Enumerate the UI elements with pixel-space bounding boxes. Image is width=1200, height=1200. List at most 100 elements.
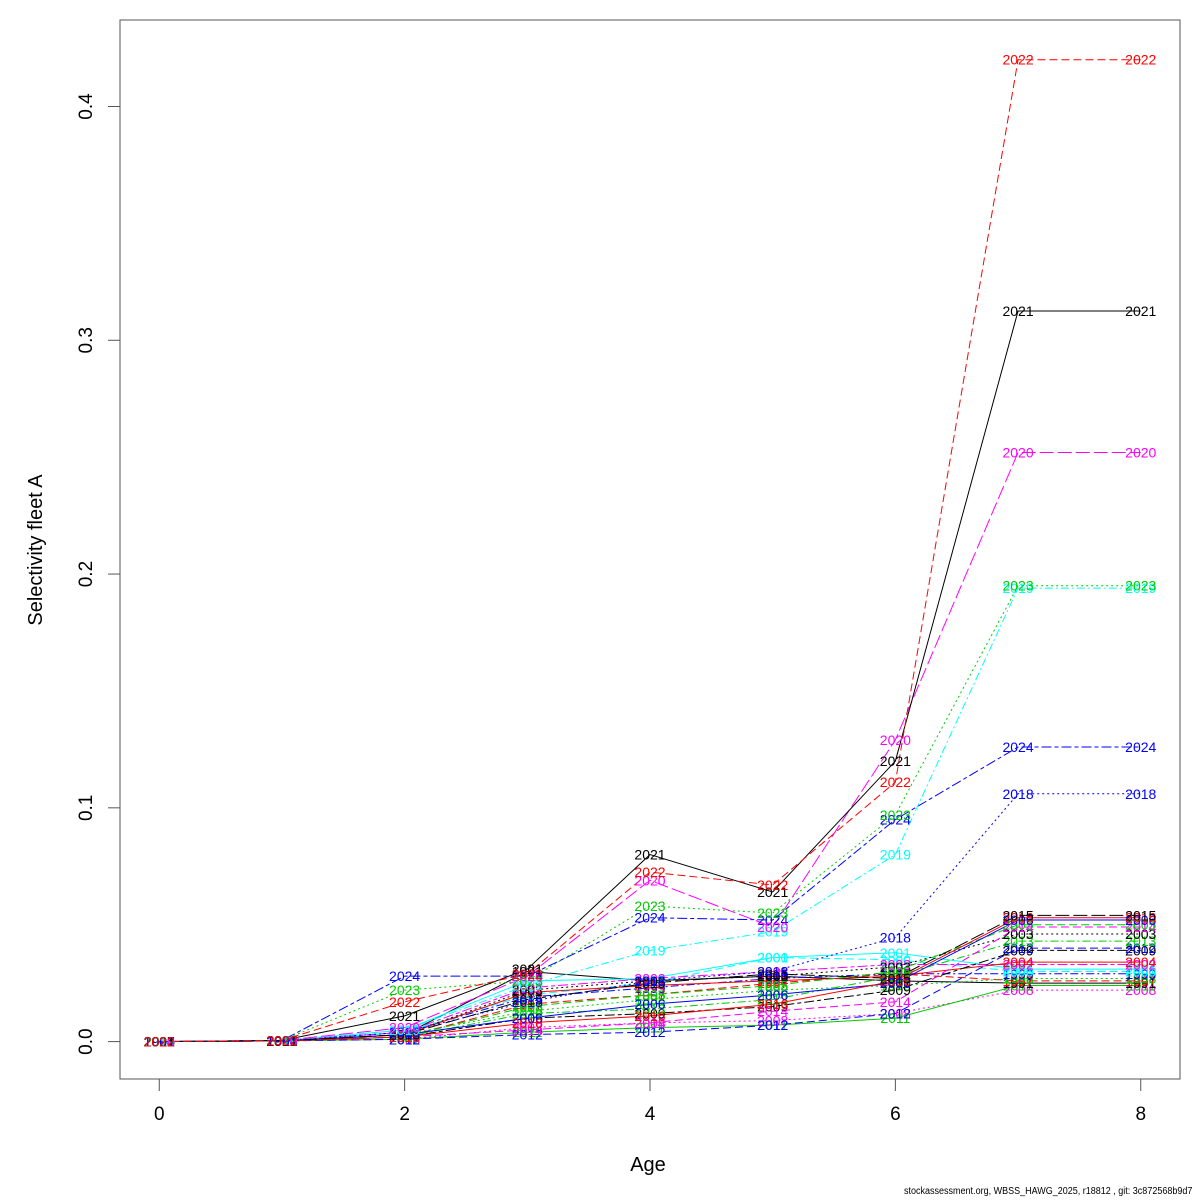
point-label-2018: 2018: [144, 1034, 175, 1050]
point-label-2008: 2008: [144, 1034, 175, 1050]
point-label-2023: 2023: [389, 982, 420, 998]
point-label-2006: 2006: [389, 1027, 420, 1043]
y-axis: 0.0 0.1 0.2 0.3 0.4: [76, 93, 121, 1055]
point-label-2003: 2003: [634, 973, 665, 989]
point-label-2019: 2019: [389, 1022, 420, 1038]
point-label-2004: 2004: [144, 1034, 175, 1050]
point-label-2011: 2011: [635, 1020, 665, 1036]
point-label-1991: 1991: [757, 968, 788, 984]
point-label-2015: 2015: [266, 1033, 297, 1049]
point-label-2006: 2006: [144, 1034, 175, 1050]
point-label-2012: 2012: [1002, 940, 1033, 956]
point-label-2022: 2022: [757, 877, 788, 893]
point-label-2005: 2005: [512, 999, 543, 1015]
point-label-2000: 2000: [389, 1024, 420, 1040]
point-label-2012: 2012: [144, 1034, 175, 1050]
point-label-2002: 2002: [1002, 956, 1033, 972]
y-tick-label: 0.4: [76, 93, 97, 120]
point-label-1991: 1991: [634, 973, 665, 989]
point-label-1997: 1997: [1002, 973, 1033, 989]
series-line-2021: [159, 310, 1141, 1043]
point-label-2013: 2013: [512, 1006, 543, 1022]
point-label-2008: 2008: [512, 1020, 543, 1036]
point-label-1997: 1997: [880, 966, 911, 982]
series-line-2023: [159, 585, 1141, 1043]
point-label-2018: 2018: [757, 963, 788, 979]
point-label-2018: 2018: [512, 994, 543, 1010]
point-label-1999: 1999: [1125, 966, 1156, 982]
series-line-2008: [159, 989, 1141, 1043]
point-label-1999: 1999: [512, 989, 543, 1005]
series-line-2012: [159, 947, 1141, 1043]
point-label-1997: 1997: [512, 996, 543, 1012]
point-label-2019: 2019: [757, 924, 788, 940]
point-label-1999: 1999: [389, 1024, 420, 1040]
point-label-1998: 1998: [144, 1034, 175, 1050]
point-label-1999: 1999: [144, 1034, 175, 1050]
point-label-2022: 2022: [144, 1034, 175, 1050]
point-label-2003: 2003: [1002, 926, 1033, 942]
series-line-2016: [159, 917, 1141, 1043]
y-tick-label: 0.3: [76, 327, 97, 353]
point-label-1998: 1998: [389, 1027, 420, 1043]
point-label-2006: 2006: [1002, 912, 1033, 928]
point-label-1999: 1999: [757, 970, 788, 986]
point-label-2014: 2014: [389, 1029, 420, 1045]
point-label-2009: 2009: [880, 982, 911, 998]
point-label-2020: 2020: [389, 1020, 420, 1036]
point-label-2015: 2015: [512, 992, 543, 1008]
point-label-2023: 2023: [512, 973, 543, 989]
point-label-1998: 1998: [512, 1003, 543, 1019]
point-label-2008: 2008: [266, 1033, 297, 1049]
point-label-2016: 2016: [389, 1029, 420, 1045]
point-label-2020: 2020: [757, 919, 788, 935]
point-label-2004: 2004: [389, 1027, 420, 1043]
series-line-2002: [159, 963, 1141, 1043]
point-label-2016: 2016: [757, 996, 788, 1012]
point-label-2019: 2019: [1125, 580, 1156, 596]
point-label-2005: 2005: [1002, 917, 1033, 933]
point-label-2008: 2008: [757, 1013, 788, 1029]
point-label-2002: 2002: [266, 1033, 297, 1049]
point-label-2021: 2021: [757, 884, 788, 900]
point-label-2024: 2024: [512, 968, 543, 984]
point-label-2009: 2009: [144, 1034, 175, 1050]
point-label-2012: 2012: [757, 1017, 788, 1033]
point-label-1997: 1997: [266, 1033, 297, 1049]
point-label-2009: 2009: [634, 1006, 665, 1022]
point-label-2023: 2023: [634, 898, 665, 914]
x-axis: 0 2 4 6 8: [154, 1078, 1146, 1125]
point-label-2012: 2012: [880, 1006, 911, 1022]
point-label-2016: 2016: [1002, 910, 1033, 926]
point-label-2006: 2006: [512, 1010, 543, 1026]
point-label-1998: 1998: [634, 992, 665, 1008]
point-label-2005: 2005: [144, 1034, 175, 1050]
point-label-2013: 2013: [266, 1033, 297, 1049]
point-label-2001: 2001: [266, 1033, 297, 1049]
point-label-2002: 2002: [389, 1024, 420, 1040]
point-label-2020: 2020: [144, 1034, 175, 1050]
point-label-2022: 2022: [512, 966, 543, 982]
point-label-2009: 2009: [266, 1033, 297, 1049]
point-label-2024: 2024: [1125, 739, 1156, 755]
point-label-2014: 2014: [1125, 919, 1156, 935]
point-label-2019: 2019: [512, 977, 543, 993]
point-label-2011: 2011: [390, 1031, 420, 1047]
point-label-1997: 1997: [144, 1034, 175, 1050]
point-label-2020: 2020: [880, 732, 911, 748]
point-label-2020: 2020: [1125, 444, 1156, 460]
series-line-2019: [159, 587, 1141, 1043]
point-label-2002: 2002: [880, 956, 911, 972]
point-label-2015: 2015: [144, 1034, 175, 1050]
point-label-1991: 1991: [880, 973, 911, 989]
point-label-2015: 2015: [757, 966, 788, 982]
point-label-2011: 2011: [758, 1017, 788, 1033]
point-label-2000: 2000: [144, 1034, 175, 1050]
point-label-1998: 1998: [757, 982, 788, 998]
point-label-2001: 2001: [634, 970, 665, 986]
point-label-2005: 2005: [266, 1033, 297, 1049]
point-label-2005: 2005: [1125, 917, 1156, 933]
series-line-1998: [159, 977, 1141, 1043]
point-label-2009: 2009: [757, 999, 788, 1015]
point-label-2023: 2023: [266, 1032, 297, 1048]
